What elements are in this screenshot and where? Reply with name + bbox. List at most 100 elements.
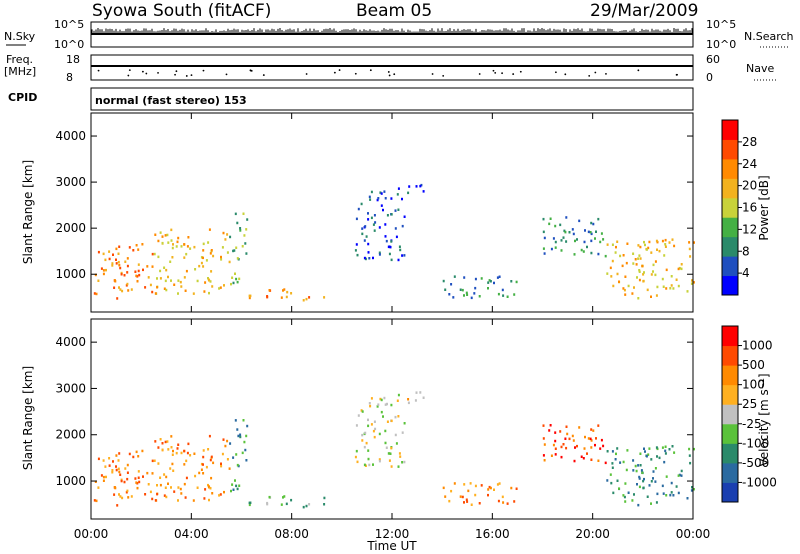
- echo-cell: [480, 484, 483, 487]
- echo-cell: [394, 209, 397, 212]
- echo-cell: [465, 498, 468, 501]
- echo-cell: [126, 264, 129, 268]
- echo-cell: [118, 245, 121, 248]
- echo-cell: [466, 293, 469, 296]
- echo-cell: [580, 248, 583, 252]
- echo-cell: [229, 442, 232, 445]
- echo-cell: [119, 266, 122, 270]
- echo-cell: [171, 246, 174, 250]
- echo-cell: [690, 282, 693, 285]
- echo-cell: [237, 434, 240, 438]
- echo-cell: [622, 460, 625, 464]
- echo-cell: [164, 279, 167, 283]
- nave-point: [174, 73, 176, 76]
- echo-cell: [370, 190, 373, 194]
- echo-cell: [385, 239, 388, 243]
- echo-cell: [624, 293, 627, 296]
- echo-cell: [159, 231, 162, 234]
- echo-cell: [167, 241, 170, 244]
- echo-cell: [573, 459, 576, 463]
- echo-cell: [548, 429, 551, 432]
- echo-cell: [189, 247, 192, 250]
- echo-cell: [543, 236, 546, 240]
- echo-cell: [654, 260, 657, 263]
- echo-cell: [114, 486, 117, 490]
- echo-cell: [645, 248, 648, 251]
- echo-cell: [384, 235, 387, 238]
- echo-cell: [360, 202, 363, 206]
- echo-cell: [105, 268, 107, 272]
- echo-cell: [161, 448, 164, 452]
- echo-cell: [354, 455, 357, 459]
- echo-cell: [637, 464, 640, 467]
- echo-cell: [187, 236, 190, 239]
- power-colorbar: 28 24 20 16 12 8 4: [721, 119, 757, 296]
- echo-cell: [632, 262, 635, 265]
- echo-cell: [220, 258, 223, 261]
- echo-cell: [121, 496, 124, 500]
- station-title: Syowa South (fitACF): [92, 1, 271, 21]
- echo-cell: [542, 217, 545, 221]
- echo-cell: [177, 443, 180, 446]
- echo-cell: [615, 245, 617, 249]
- echo-cell: [582, 457, 585, 460]
- echo-cell: [127, 496, 130, 499]
- echo-cell: [134, 477, 137, 480]
- nsky-tick-top: 10^5: [54, 18, 84, 31]
- echo-cell: [193, 452, 196, 455]
- echo-cell: [173, 283, 176, 286]
- echo-cell: [212, 254, 215, 258]
- echo-cell: [159, 438, 162, 441]
- echo-cell: [597, 424, 600, 427]
- echo-cell: [361, 433, 364, 437]
- echo-cell: [510, 486, 513, 490]
- nave-point: [594, 71, 597, 74]
- echo-cell: [204, 281, 207, 284]
- echo-cell: [592, 429, 595, 432]
- echo-cell: [118, 493, 120, 496]
- echo-cell: [235, 453, 238, 456]
- echo-cell: [115, 465, 117, 468]
- echo-cell: [323, 503, 326, 506]
- echo-cell: [693, 241, 695, 244]
- echo-cell: [554, 431, 557, 434]
- echo-cell: [597, 217, 600, 221]
- echo-cell: [377, 197, 380, 200]
- echo-cell: [597, 459, 600, 462]
- echo-cell: [380, 192, 383, 195]
- echo-cell: [236, 487, 239, 491]
- colorbar-tick-label: 28: [742, 135, 757, 149]
- colorbar-swatch: [722, 120, 738, 140]
- echo-cell: [356, 460, 359, 464]
- echo-cell: [549, 217, 552, 220]
- echo-cell: [156, 492, 159, 496]
- x-tick-label: 16:00: [475, 527, 510, 541]
- echo-cell: [647, 453, 650, 456]
- echo-cell: [355, 449, 358, 453]
- echo-cell: [619, 254, 622, 258]
- nave-point: [442, 74, 445, 77]
- echo-cell: [399, 455, 402, 458]
- echo-cell: [363, 239, 366, 242]
- echo-cell: [219, 493, 222, 496]
- echo-cell: [678, 266, 681, 270]
- echo-cell: [390, 465, 393, 468]
- echo-cell: [179, 280, 182, 284]
- echo-cell: [211, 492, 214, 495]
- echo-cell: [662, 492, 665, 495]
- nave-point: [225, 73, 228, 76]
- echo-cell: [488, 485, 491, 489]
- echo-cell: [473, 292, 476, 295]
- echo-cell: [637, 244, 640, 247]
- echo-cell: [142, 268, 144, 272]
- echo-cell: [365, 441, 368, 445]
- echo-cell: [226, 233, 229, 236]
- echo-cell: [223, 284, 225, 287]
- echo-cell: [159, 269, 162, 273]
- echo-cell: [498, 482, 501, 485]
- echo-cell: [204, 488, 207, 491]
- echo-cell: [645, 455, 648, 458]
- echo-cell: [673, 244, 676, 248]
- echo-cell: [116, 504, 119, 507]
- echo-cell: [582, 250, 585, 253]
